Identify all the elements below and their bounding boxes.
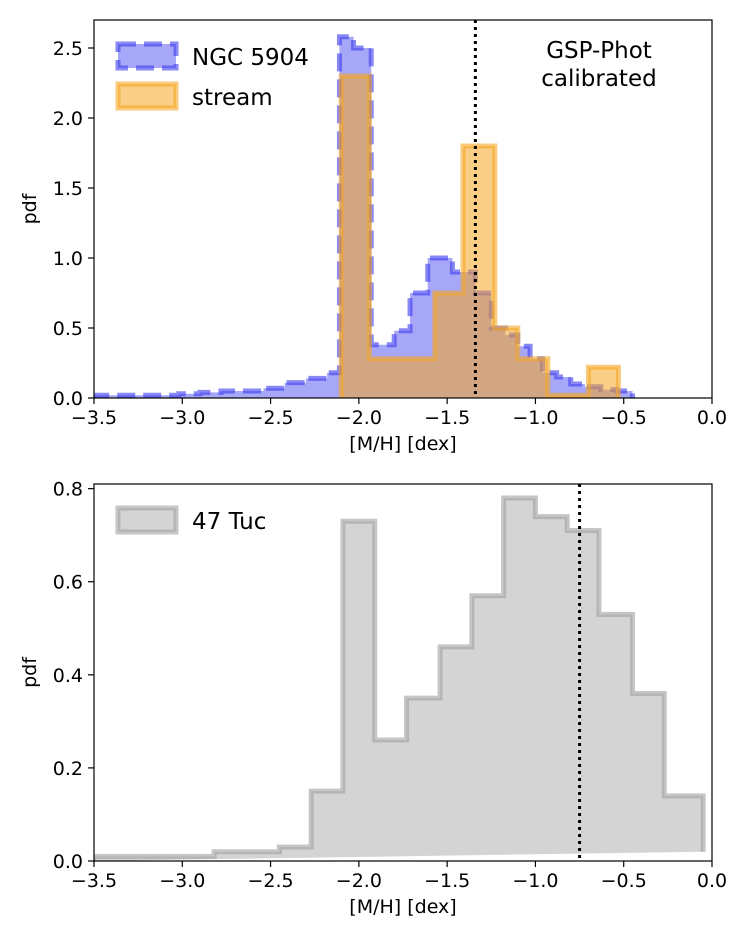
y-tick-label: 0.4 <box>53 665 83 687</box>
x-tick-label: 0.0 <box>697 407 727 429</box>
x-tick-label: −3.0 <box>159 407 205 429</box>
series-outline <box>94 34 636 398</box>
x-tick-label: −3.0 <box>159 870 205 892</box>
y-axis-label: pdf <box>19 192 41 224</box>
x-tick-label: −2.5 <box>248 870 294 892</box>
top-panel-ngc5904-stream: −3.5 −3.0 −2.5 −2.0 −1.5 −1.0 −0.5 0.0 0.0 0.5 1.0… <box>19 19 727 455</box>
y-tick-label: 0.0 <box>53 851 83 873</box>
series-outline <box>94 495 706 861</box>
y-tick-label: 2.0 <box>53 108 83 130</box>
x-tick-label: −2.0 <box>336 407 382 429</box>
legend-label: NGC 5904 <box>192 45 309 71</box>
x-tick-label: −2.5 <box>248 407 294 429</box>
y-tick-label: 2.5 <box>53 38 83 60</box>
series-outline <box>338 73 621 398</box>
x-tick-label: 0.0 <box>697 870 727 892</box>
legend-swatch <box>115 41 179 71</box>
bottom-panel-47tuc: −3.5 −3.0 −2.5 −2.0 −1.5 −1.0 −0.5 0.0 0.0 0.2 0.4… <box>19 479 727 918</box>
y-tick-label: 0.6 <box>53 572 83 594</box>
y-tick-label: 0.5 <box>53 318 83 340</box>
x-tick-label: −0.5 <box>601 870 647 892</box>
x-tick-label: −3.5 <box>71 407 117 429</box>
x-tick-label: −1.0 <box>512 407 558 429</box>
legend-label: 47 Tuc <box>192 509 266 535</box>
axes-frame <box>93 19 713 399</box>
x-tick-label: −1.5 <box>424 407 470 429</box>
plot-area <box>94 495 706 861</box>
x-tick-label: −0.5 <box>601 407 647 429</box>
series-fill <box>94 497 704 861</box>
y-tick-label: 1.5 <box>53 178 83 200</box>
series-47-tuc <box>94 495 706 861</box>
y-tick-label: 0.0 <box>53 388 83 410</box>
legend-label: stream <box>192 85 273 111</box>
x-axis-label: [M/H] [dex] <box>349 896 456 918</box>
y-tick-label: 1.0 <box>53 248 83 270</box>
legend: NGC 5904 stream <box>115 41 309 111</box>
y-tick-label: 0.8 <box>53 479 83 501</box>
x-tick-label: −1.0 <box>512 870 558 892</box>
annotation-text: calibrated <box>541 66 656 92</box>
x-tick-label: −2.0 <box>336 870 382 892</box>
annotation-text: GSP-Phot <box>546 38 652 64</box>
plot-area <box>94 34 636 398</box>
y-axis-label: pdf <box>19 656 41 688</box>
x-tick-label: −3.5 <box>71 870 117 892</box>
y-tick-label: 0.2 <box>53 758 83 780</box>
legend: 47 Tuc <box>115 505 266 535</box>
x-axis-label: [M/H] [dex] <box>349 433 456 455</box>
legend-swatch <box>115 81 179 111</box>
series-fill <box>341 76 619 398</box>
x-tick-label: −1.5 <box>424 870 470 892</box>
axes-frame <box>93 483 713 862</box>
legend-swatch <box>115 505 179 535</box>
series-stream <box>338 73 621 398</box>
